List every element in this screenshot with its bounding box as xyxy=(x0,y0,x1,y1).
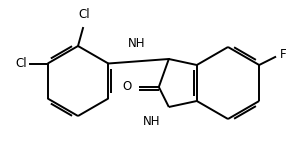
Text: NH: NH xyxy=(128,37,145,50)
Text: NH: NH xyxy=(143,115,161,128)
Text: F: F xyxy=(280,49,287,61)
Text: Cl: Cl xyxy=(15,57,27,70)
Text: O: O xyxy=(123,81,132,94)
Text: Cl: Cl xyxy=(78,8,90,21)
